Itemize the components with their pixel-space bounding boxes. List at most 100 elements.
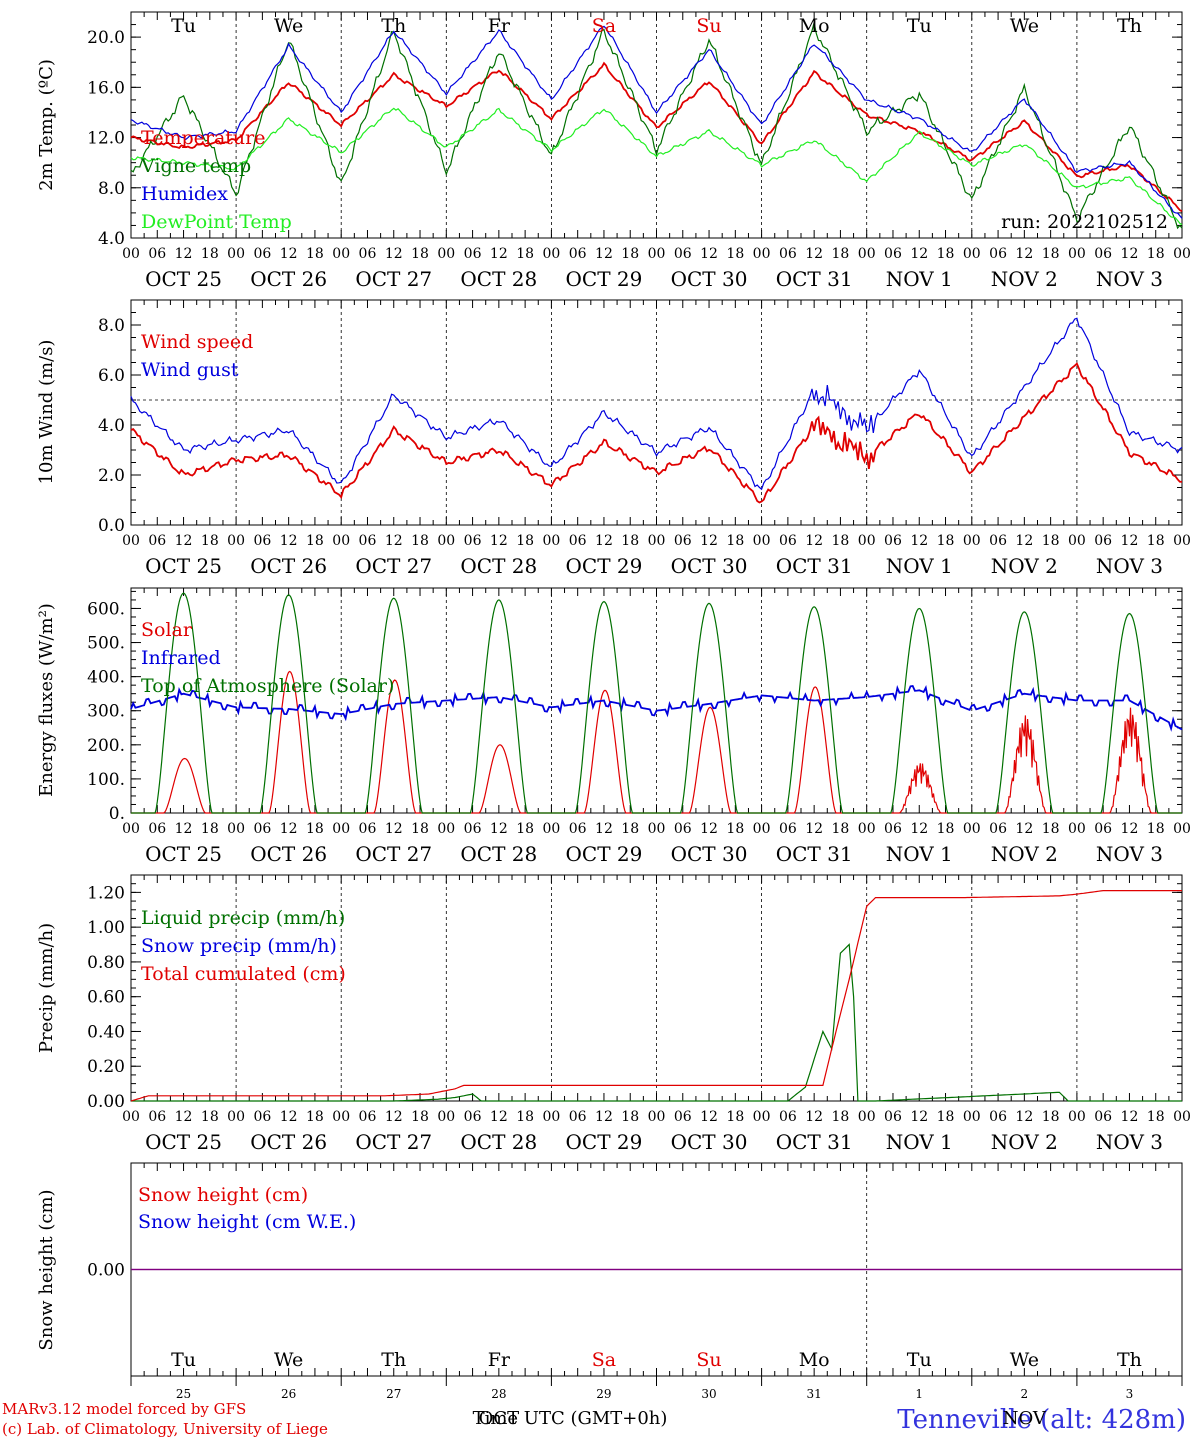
hour-tick-label: 00 xyxy=(648,246,666,262)
hour-tick-label: 06 xyxy=(989,246,1007,262)
hour-tick-label: 12 xyxy=(805,533,823,549)
weekday-label: We xyxy=(1010,15,1039,37)
date-label: NOV 3 xyxy=(1096,842,1163,866)
hour-tick-label: 18 xyxy=(201,821,219,837)
weekday-label: Fr xyxy=(488,1349,511,1371)
hour-tick-label: 12 xyxy=(385,1109,403,1125)
hour-tick-label: 00 xyxy=(542,821,560,837)
date-label: OCT 25 xyxy=(145,1130,222,1154)
hour-tick-label: 18 xyxy=(306,821,324,837)
hour-tick-label: 12 xyxy=(595,533,613,549)
date-label: NOV 2 xyxy=(991,1130,1058,1154)
hour-tick-label: 12 xyxy=(910,821,928,837)
hour-tick-label: 00 xyxy=(542,1109,560,1125)
hour-tick-label: 18 xyxy=(201,1109,219,1125)
hour-tick-label: 00 xyxy=(332,533,350,549)
y-axis-label: Snow height (cm) xyxy=(36,1189,57,1350)
hour-tick-label: 00 xyxy=(122,1109,140,1125)
date-label: OCT 26 xyxy=(250,267,327,291)
hour-tick-label: 12 xyxy=(385,821,403,837)
y-tick-label: 1.20 xyxy=(87,883,125,903)
hour-tick-label: 06 xyxy=(359,533,377,549)
y-tick-label: 16.0 xyxy=(87,78,125,98)
y-tick-label: 8.0 xyxy=(98,316,125,336)
day-number-label: 26 xyxy=(281,1387,296,1401)
hour-tick-label: 18 xyxy=(1042,821,1060,837)
y-tick-label: 0.0 xyxy=(98,516,125,536)
series-top-of-atmosphere-solar xyxy=(131,592,1182,814)
weekday-label: Mo xyxy=(799,1349,830,1371)
hour-tick-label: 18 xyxy=(1147,246,1165,262)
hour-tick-label: 00 xyxy=(122,533,140,549)
hour-tick-label: 12 xyxy=(1121,821,1139,837)
hour-tick-label: 06 xyxy=(989,821,1007,837)
day-number-label: 25 xyxy=(176,1387,191,1401)
legend-entry: Vigne temp xyxy=(140,155,251,177)
hour-tick-label: 06 xyxy=(464,821,482,837)
hour-tick-label: 00 xyxy=(753,533,771,549)
date-label: OCT 26 xyxy=(250,554,327,578)
hour-tick-label: 12 xyxy=(1121,533,1139,549)
date-label: OCT 31 xyxy=(776,842,853,866)
hour-tick-label: 00 xyxy=(332,821,350,837)
hour-tick-label: 00 xyxy=(437,821,455,837)
date-label: OCT 28 xyxy=(460,1130,537,1154)
date-label: OCT 29 xyxy=(566,267,643,291)
weekday-label: Mo xyxy=(799,15,830,37)
hour-tick-label: 06 xyxy=(359,246,377,262)
weekday-label: We xyxy=(274,15,303,37)
hour-tick-label: 12 xyxy=(700,1109,718,1125)
hour-tick-label: 18 xyxy=(621,246,639,262)
date-label: OCT 26 xyxy=(250,1130,327,1154)
hour-tick-label: 12 xyxy=(385,533,403,549)
hour-tick-label: 00 xyxy=(437,533,455,549)
hour-tick-label: 00 xyxy=(963,246,981,262)
y-tick-label: 1.00 xyxy=(87,918,125,938)
energy-panel: 0. 100. 200. 300. 400. 500. 600. Energy fluxes … xyxy=(36,587,1191,866)
hour-tick-label: 00 xyxy=(858,1109,876,1125)
hour-tick-label: 06 xyxy=(569,821,587,837)
hour-tick-label: 18 xyxy=(832,246,850,262)
weekday-label: Fr xyxy=(488,15,511,37)
day-number-label: 1 xyxy=(915,1387,923,1401)
y-tick-label: 6.0 xyxy=(98,366,125,386)
hour-tick-label: 00 xyxy=(437,246,455,262)
hour-tick-label: 06 xyxy=(569,533,587,549)
hour-tick-label: 06 xyxy=(674,1109,692,1125)
snow-panel: 0.00 Snow height (cm) Snow height (cm) Snow… xyxy=(36,1162,1183,1377)
hour-tick-label: 06 xyxy=(779,533,797,549)
hour-tick-label: 12 xyxy=(700,246,718,262)
y-axis-label: Energy fluxes (W/m²) xyxy=(36,603,57,797)
y-tick-label: 0.00 xyxy=(87,1092,125,1112)
hour-tick-label: 00 xyxy=(1173,246,1191,262)
hour-tick-label: 18 xyxy=(726,533,744,549)
weekday-label: Su xyxy=(696,1349,721,1371)
y-tick-label: 20.0 xyxy=(87,28,125,48)
hour-tick-label: 18 xyxy=(937,1109,955,1125)
legend-entry: Top of Atmosphere (Solar) xyxy=(141,675,394,697)
day-number-label: 27 xyxy=(386,1387,401,1401)
hour-tick-label: 06 xyxy=(989,1109,1007,1125)
hour-tick-label: 00 xyxy=(858,533,876,549)
hour-tick-label: 06 xyxy=(253,533,271,549)
hour-tick-label: 18 xyxy=(306,1109,324,1125)
hour-tick-label: 06 xyxy=(884,821,902,837)
day-number-label: 30 xyxy=(701,1387,716,1401)
hour-tick-label: 12 xyxy=(910,1109,928,1125)
hour-tick-label: 06 xyxy=(1094,821,1112,837)
date-label: OCT 27 xyxy=(355,267,432,291)
series-liquid-precip-mm-h xyxy=(131,943,1182,1102)
hour-tick-label: 12 xyxy=(175,821,193,837)
hour-tick-label: 12 xyxy=(1015,821,1033,837)
hour-tick-label: 00 xyxy=(648,821,666,837)
legend-entry: Humidex xyxy=(141,183,228,205)
hour-tick-label: 12 xyxy=(910,246,928,262)
legend-entry: Total cumulated (cm) xyxy=(141,963,346,985)
hour-tick-label: 00 xyxy=(332,246,350,262)
wind-panel: 0.0 2.0 4.0 6.0 8.0 10m Wind (m/s) 00 06 12 18 OCT… xyxy=(36,299,1191,578)
weekday-label: Tu xyxy=(907,15,932,37)
y-tick-label: 600. xyxy=(87,599,125,619)
date-label: NOV 3 xyxy=(1096,554,1163,578)
day-number-label: 3 xyxy=(1126,1387,1134,1401)
hour-tick-label: 12 xyxy=(280,533,298,549)
